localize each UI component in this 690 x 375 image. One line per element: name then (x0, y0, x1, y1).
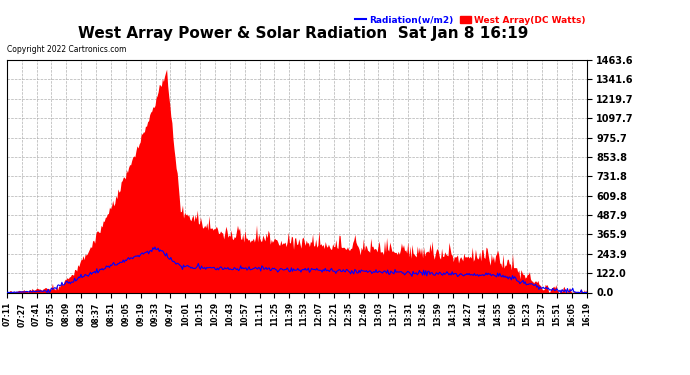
Text: West Array Power & Solar Radiation  Sat Jan 8 16:19: West Array Power & Solar Radiation Sat J… (79, 26, 529, 41)
Text: Copyright 2022 Cartronics.com: Copyright 2022 Cartronics.com (7, 45, 126, 54)
Legend: Radiation(w/m2), West Array(DC Watts): Radiation(w/m2), West Array(DC Watts) (355, 16, 585, 25)
